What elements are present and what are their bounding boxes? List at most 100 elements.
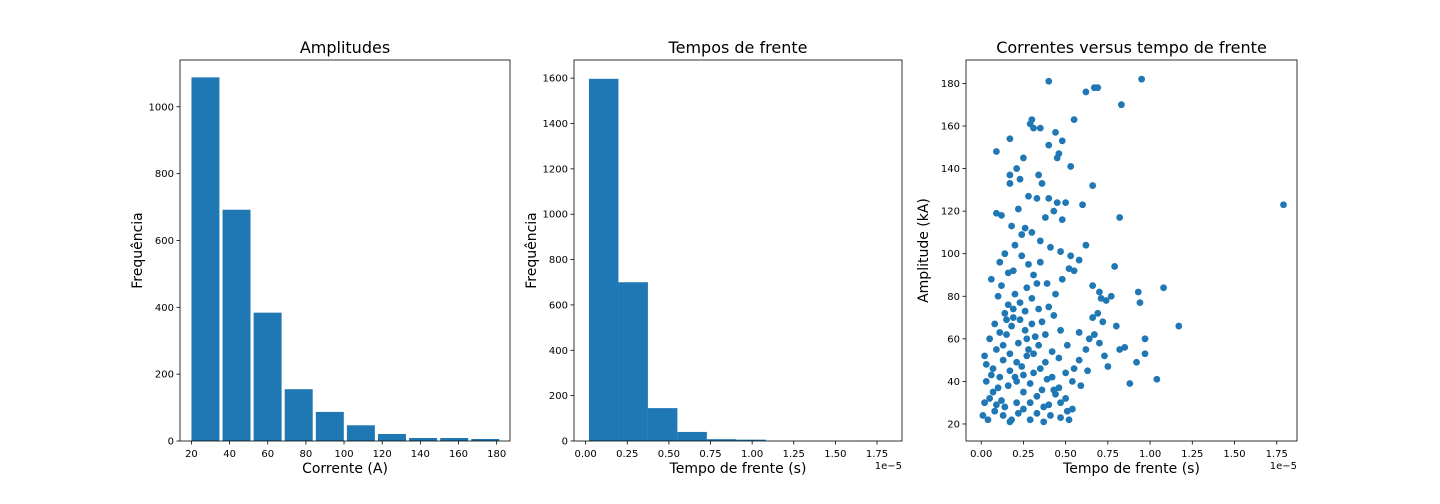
scatter-point xyxy=(1116,214,1124,221)
y-tick-label: 400 xyxy=(155,303,174,314)
chart-2: 0.00 0.25 0.50 0.75 1.00 1.25 1.50 1.75 0 200 400 6… xyxy=(524,38,903,477)
x-tick-label: 0.50 xyxy=(1055,449,1077,460)
scatter-point xyxy=(1134,288,1142,296)
scatter-point xyxy=(1065,416,1073,424)
histogram-bar xyxy=(191,77,220,441)
y-tick-label: 400 xyxy=(549,346,568,357)
scatter-point xyxy=(1067,163,1075,170)
scatter-point xyxy=(1011,241,1019,249)
scatter-point xyxy=(1094,309,1102,317)
y-axis-ticks: 0 200 400 600 800 1000 1200 1400 1600 xyxy=(543,74,574,448)
scatter-point xyxy=(1013,165,1021,172)
x-axis-label: Tempo de frente (s) xyxy=(669,461,807,477)
y-tick-label: 1600 xyxy=(543,74,568,85)
x-tick-label: 20 xyxy=(185,449,198,460)
scatter-point xyxy=(1075,256,1083,264)
scatter-point xyxy=(1112,322,1120,330)
y-tick-label: 0 xyxy=(562,437,568,448)
x-tick-label: 0.75 xyxy=(1097,449,1119,460)
scatter-point xyxy=(994,292,1002,300)
scatter-point xyxy=(996,373,1004,381)
scatter-point xyxy=(1038,180,1046,187)
x-tick-label: 60 xyxy=(261,449,274,460)
scatter-point xyxy=(989,388,997,396)
x-tick-label: 1.75 xyxy=(866,449,888,460)
y-tick-label: 600 xyxy=(549,300,568,311)
scatter-point xyxy=(1045,141,1053,149)
histogram-bar xyxy=(588,78,619,441)
histogram-bar xyxy=(284,389,313,441)
axes-frame xyxy=(965,59,1298,442)
y-tick-label: 1400 xyxy=(543,119,568,130)
scatter-point xyxy=(1053,199,1061,207)
scatter-point xyxy=(1014,205,1022,213)
x-offset-text: 1e−5 xyxy=(1270,461,1297,472)
scatter-point xyxy=(1057,248,1064,255)
scatter-point xyxy=(1021,326,1029,334)
x-tick-label: 1.25 xyxy=(1181,449,1203,460)
x-tick-label: 1.75 xyxy=(1266,449,1288,460)
scatter-point xyxy=(1028,320,1036,328)
scatter-point xyxy=(1040,418,1048,426)
scatter-point xyxy=(1041,358,1049,366)
scatter-point xyxy=(1033,409,1041,417)
x-axis-ticks: 20 40 60 80 100 120 140 160 180 xyxy=(185,441,506,460)
scatter-point xyxy=(1050,312,1058,319)
scatter-point xyxy=(999,341,1007,349)
scatter-point xyxy=(993,148,1000,155)
scatter-point xyxy=(1084,367,1091,375)
scatter-point xyxy=(1006,367,1014,375)
scatter-point xyxy=(991,320,999,328)
scatter-point xyxy=(1047,412,1054,419)
x-tick-label: 0.25 xyxy=(1012,449,1034,460)
scatter-point xyxy=(1090,331,1098,338)
scatter-point xyxy=(1111,263,1119,270)
scatter-point xyxy=(1133,358,1140,366)
histogram-bar xyxy=(409,437,438,441)
scatter-point xyxy=(1013,399,1021,407)
scatter-point xyxy=(1016,175,1024,183)
scatter-point xyxy=(1021,224,1029,232)
histogram-bar xyxy=(677,431,707,441)
scatter-point xyxy=(1153,375,1161,383)
scatter-point xyxy=(1075,356,1083,364)
scatter-point xyxy=(1082,241,1090,249)
scatter-point xyxy=(1057,326,1064,334)
scatter-point xyxy=(1075,329,1083,336)
scatter-point xyxy=(1063,407,1071,415)
scatter-point xyxy=(1020,388,1027,396)
scatter-point xyxy=(1025,192,1032,200)
scatter-point xyxy=(998,397,1005,404)
scatter-point xyxy=(1094,84,1102,92)
scatter-point xyxy=(1009,314,1017,321)
scatter-point xyxy=(1141,350,1149,358)
scatter-point xyxy=(1003,316,1010,324)
scatter-point xyxy=(982,360,990,368)
y-tick-label: 1000 xyxy=(149,102,174,113)
scatter-point xyxy=(1089,282,1097,290)
y-tick-label: 800 xyxy=(155,169,174,180)
scatter-point xyxy=(996,258,1004,266)
x-tick-label: 1.00 xyxy=(1139,449,1161,460)
y-tick-label: 20 xyxy=(947,419,960,430)
scatter-point xyxy=(1089,314,1097,321)
y-tick-label: 600 xyxy=(155,236,174,247)
scatter-point xyxy=(1033,280,1041,287)
scatter-point xyxy=(1062,395,1070,402)
x-tick-label: 1.25 xyxy=(783,449,805,460)
scatter-point xyxy=(1003,331,1010,338)
y-tick-label: 100 xyxy=(941,249,960,260)
y-tick-label: 200 xyxy=(549,391,568,402)
scatter-point xyxy=(1014,339,1022,347)
scatter-point xyxy=(1001,309,1009,317)
scatter-point xyxy=(1018,231,1026,238)
scatter-point xyxy=(1001,403,1009,411)
scatter-point xyxy=(1089,182,1097,189)
scatter-point xyxy=(1020,405,1027,413)
y-tick-label: 80 xyxy=(947,292,960,303)
x-tick-label: 0.75 xyxy=(699,449,721,460)
scatter-point xyxy=(981,399,988,407)
bar-series xyxy=(191,77,500,441)
x-axis-ticks: 0.00 0.25 0.50 0.75 1.00 1.25 1.50 1.75 xyxy=(575,441,888,460)
scatter-point xyxy=(981,352,988,360)
